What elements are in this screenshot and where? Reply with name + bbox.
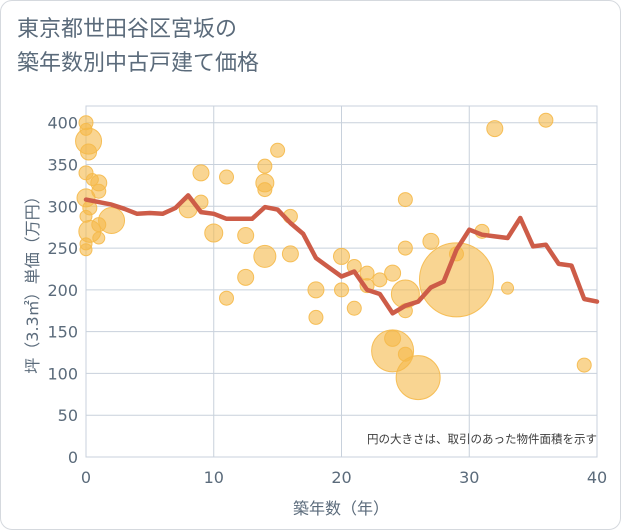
data-bubble [308, 309, 324, 325]
chart-title-line-2: 築年数別中古戸建て価格 [17, 51, 260, 76]
y-tick-label: 100 [47, 364, 78, 383]
data-bubble [91, 217, 107, 233]
y-axis-label: 坪（3.3㎡）単価（万円） [23, 188, 42, 373]
data-bubble [372, 272, 388, 288]
data-bubble [501, 281, 515, 295]
data-bubble [79, 209, 93, 223]
data-bubble [257, 182, 273, 198]
data-bubble [397, 192, 413, 208]
data-bubble [192, 164, 210, 182]
data-bubble [334, 282, 349, 298]
x-tick-label: 0 [81, 468, 91, 487]
y-tick-label: 200 [47, 281, 78, 300]
data-bubble [397, 240, 413, 256]
data-bubble [79, 122, 93, 136]
data-bubble [359, 265, 375, 281]
data-bubble [397, 346, 413, 362]
axis-ticks: 0 50 100 150 200 250 300 350 400 0 10 20 30 40 [47, 114, 607, 487]
data-bubble [333, 247, 350, 265]
x-tick-label: 10 [204, 468, 224, 487]
data-bubble [92, 231, 106, 245]
data-bubble [219, 290, 235, 306]
data-bubble [307, 281, 325, 299]
data-bubble [384, 329, 402, 347]
data-bubble [486, 120, 504, 138]
data-bubble [237, 227, 255, 245]
y-tick-label: 0 [68, 448, 78, 467]
data-bubble [576, 357, 592, 373]
data-bubble [91, 183, 107, 199]
x-tick-label: 20 [331, 468, 351, 487]
data-bubble [257, 158, 273, 174]
chart-title-line-1: 東京都世田谷区宮坂の [17, 17, 238, 42]
x-tick-label: 30 [459, 468, 479, 487]
y-tick-label: 300 [47, 197, 78, 216]
y-tick-label: 50 [58, 406, 78, 425]
data-bubble [281, 245, 299, 263]
chart-title: 東京都世田谷区宮坂の 築年数別中古戸建て価格 [17, 13, 259, 81]
data-bubble [270, 142, 286, 158]
data-bubble [384, 264, 402, 282]
average-price-line [83, 193, 600, 316]
bubble-series [75, 112, 592, 401]
data-bubble [418, 242, 494, 318]
data-bubble [79, 243, 93, 257]
data-bubble [346, 300, 362, 316]
size-note: 円の大きさは、取引のあった物件面積を示す [367, 432, 597, 446]
y-tick-label: 150 [47, 323, 78, 342]
x-axis-label: 築年数（年） [293, 499, 389, 518]
data-bubble [422, 232, 440, 250]
data-bubble [253, 244, 277, 268]
data-bubble [237, 268, 255, 286]
y-tick-label: 250 [47, 239, 78, 258]
data-bubble [538, 112, 554, 128]
x-tick-label: 40 [587, 468, 607, 487]
y-tick-label: 350 [47, 156, 78, 175]
plot-border [85, 105, 598, 458]
data-bubble [80, 143, 98, 161]
data-bubble [204, 223, 224, 243]
data-bubble [219, 169, 235, 185]
y-tick-label: 400 [47, 114, 78, 133]
data-bubble [85, 173, 99, 187]
